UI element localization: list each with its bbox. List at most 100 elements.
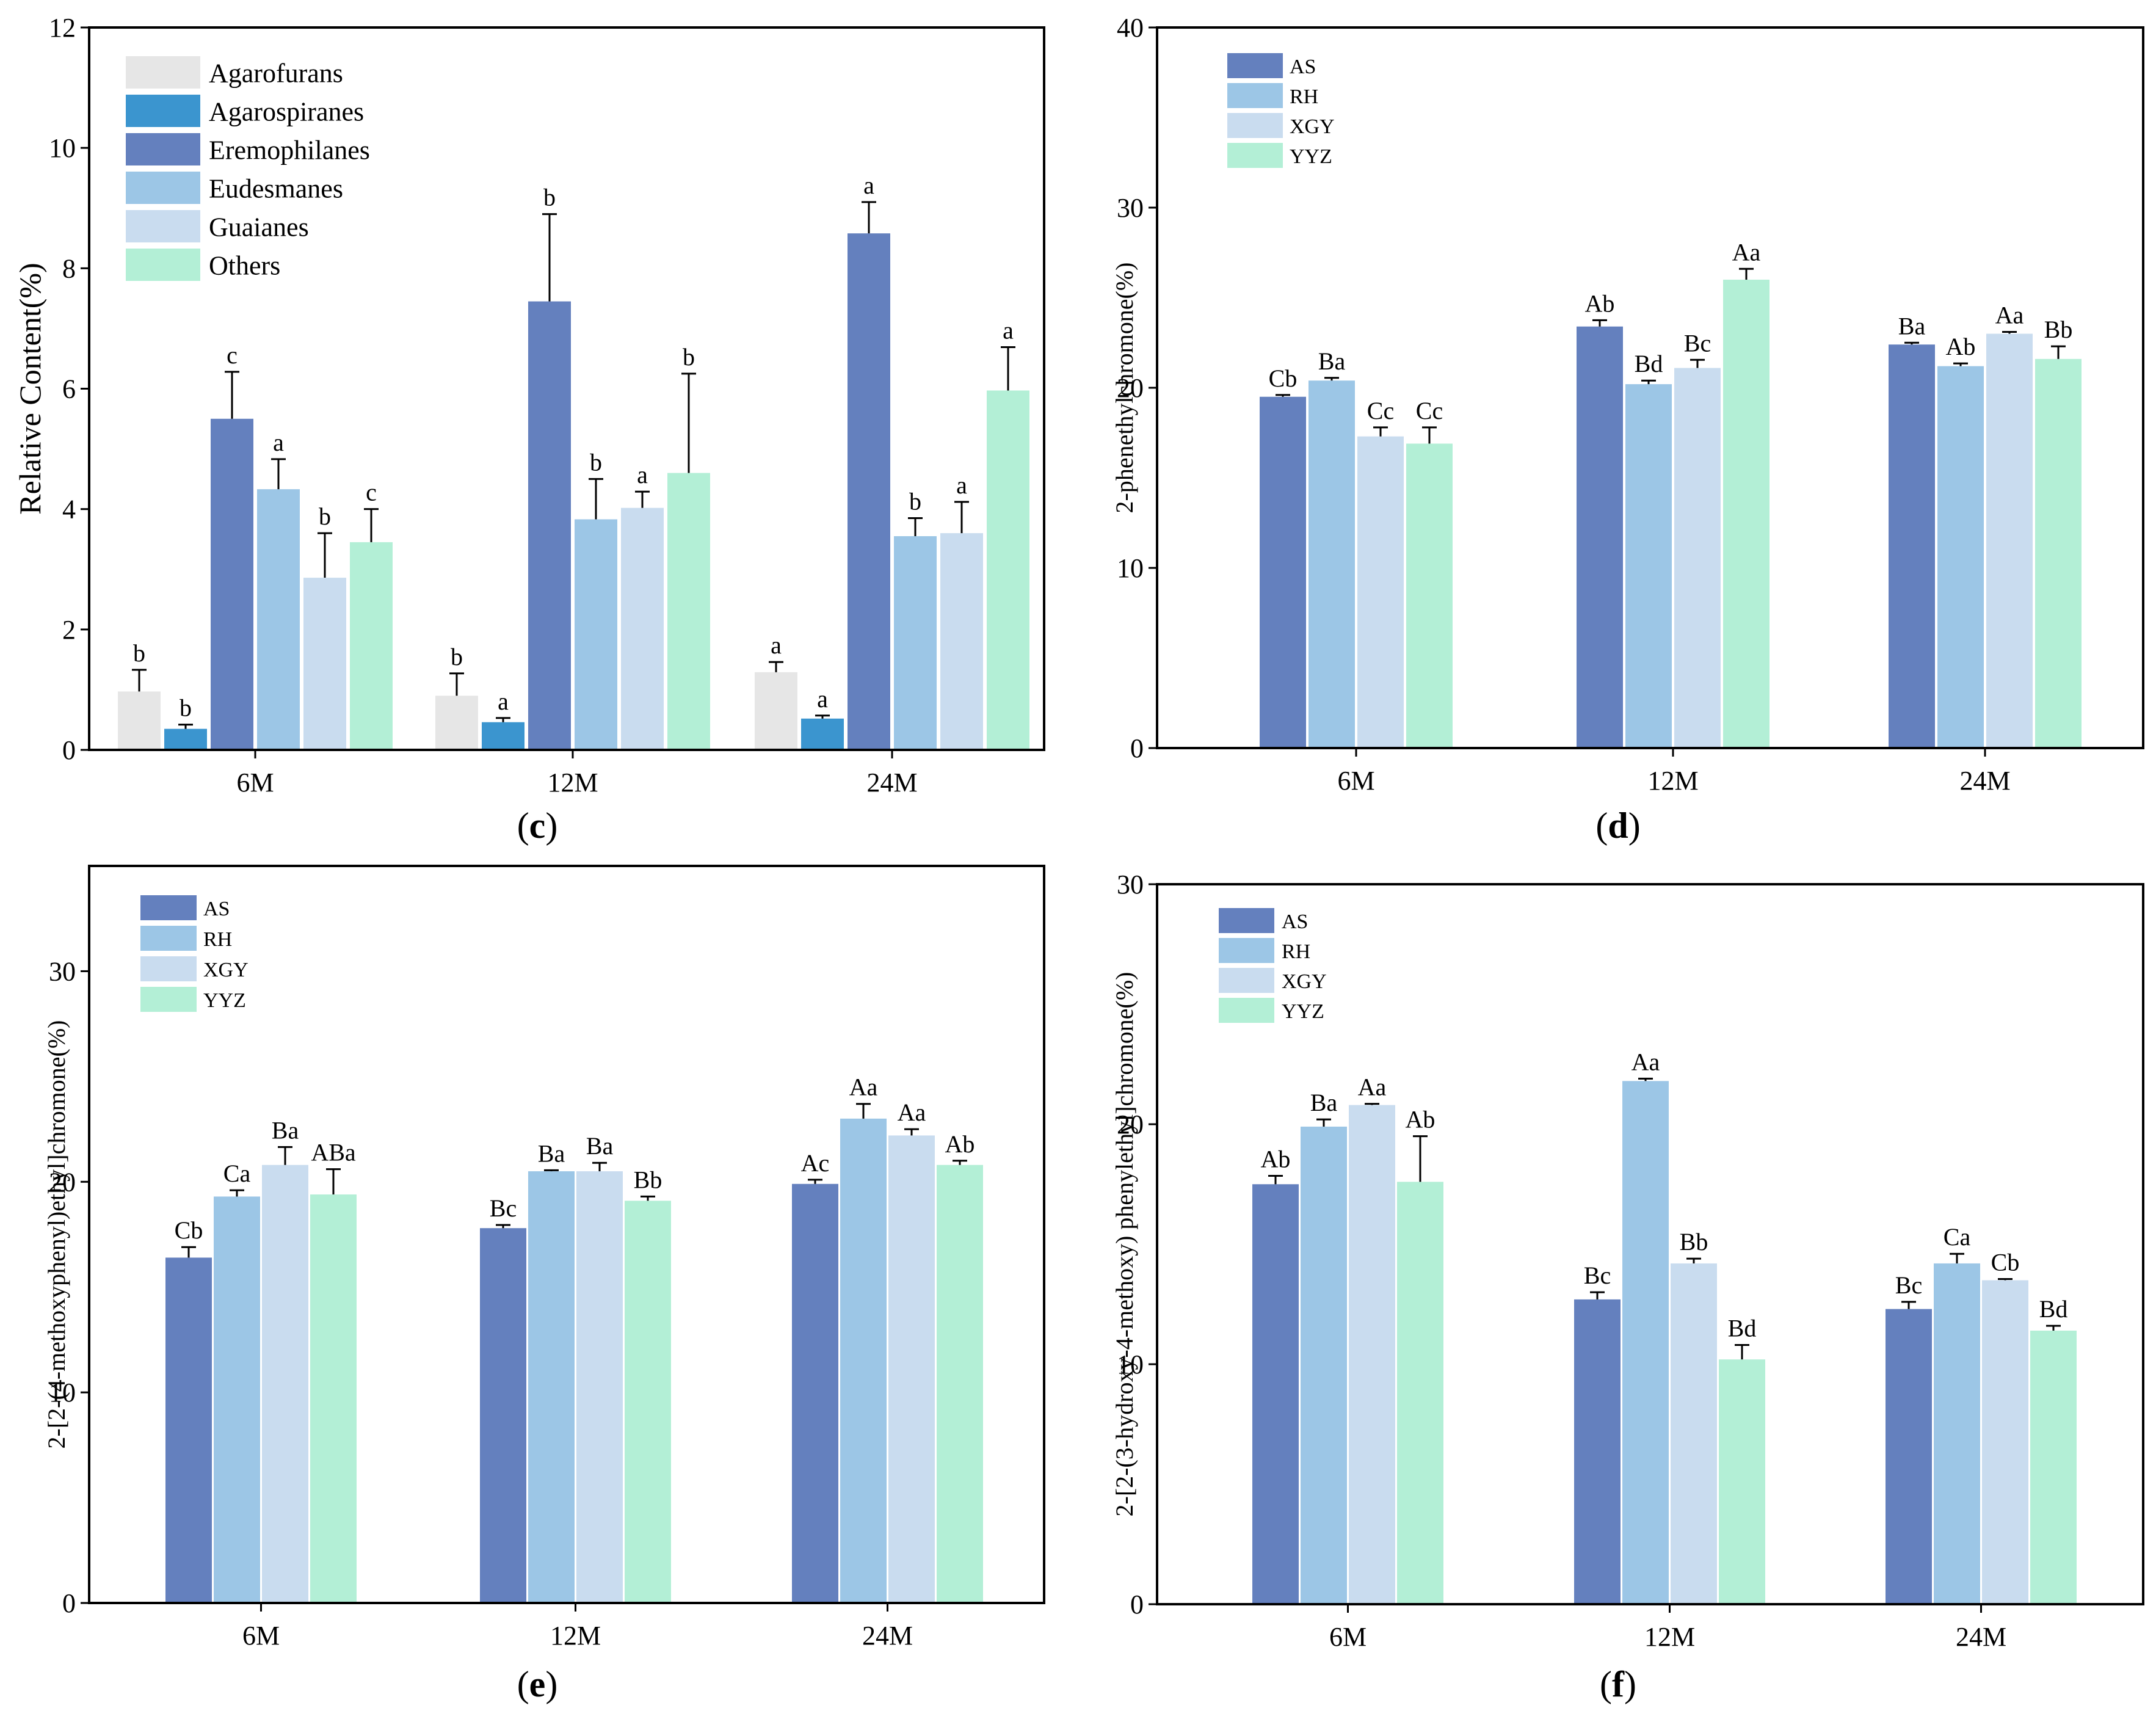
bar-eudesmanes-12m — [575, 519, 617, 750]
legend-swatch-xgy — [140, 956, 197, 981]
bar-eremophilanes-12m — [528, 301, 571, 750]
bar-yyz-12m — [1723, 280, 1769, 748]
legend-label-yyz: YYZ — [203, 989, 246, 1012]
bar-agarofurans-6m — [118, 691, 161, 750]
y-tick-label: 30 — [1117, 193, 1144, 223]
y-tick-label: 12 — [49, 13, 76, 43]
significance-label: b — [543, 184, 556, 211]
x-tick-label: 6M — [1337, 766, 1374, 796]
legend-swatch-others — [126, 249, 200, 281]
x-tick-label: 24M — [862, 1621, 913, 1651]
legend-label-xgy: XGY — [1290, 115, 1335, 138]
bar-yyz-24m — [2035, 358, 2082, 748]
significance-label: Bd — [1635, 350, 1663, 377]
significance-label: Ba — [586, 1132, 614, 1160]
y-tick-label: 0 — [1130, 733, 1144, 763]
legend-label-rh: RH — [203, 928, 232, 951]
bar-others-24m — [987, 390, 1029, 750]
panel-label: (c) — [517, 805, 558, 846]
bar-as-24m — [792, 1183, 838, 1603]
significance-label: Ba — [538, 1139, 565, 1167]
legend: AS RH XGY YYZ — [140, 895, 249, 1012]
significance-label: Cb — [175, 1216, 203, 1244]
legend-label-as: AS — [1290, 56, 1316, 78]
significance-label: Aa — [1995, 302, 2024, 329]
legend-label-yyz: YYZ — [1290, 145, 1332, 168]
panel-label: (f) — [1600, 1664, 1636, 1704]
y-axis-label: 2-[2-(3-hydroxy-4-methoxy) phenylethyl]c… — [1111, 972, 1138, 1517]
bar-yyz-12m — [1719, 1359, 1765, 1604]
y-tick-label: 10 — [49, 1378, 76, 1408]
legend-label-rh: RH — [1282, 940, 1310, 963]
significance-label: Ab — [1946, 333, 1976, 360]
bar-eremophilanes-6m — [211, 418, 253, 750]
legend-swatch-xgy — [1227, 113, 1283, 138]
significance-label: a — [956, 471, 967, 499]
y-tick-label: 0 — [62, 735, 76, 765]
x-tick-label: 12M — [1644, 1622, 1695, 1652]
legend-swatch-agarospiranes — [126, 95, 200, 127]
bar-yyz-12m — [625, 1201, 671, 1603]
y-tick-label: 4 — [62, 495, 76, 525]
bar-rh-6m — [1308, 380, 1355, 748]
bar-yyz-24m — [2030, 1330, 2077, 1604]
y-tick-label: 30 — [49, 956, 76, 986]
significance-label: a — [817, 685, 828, 713]
significance-label: Aa — [898, 1099, 926, 1126]
legend-swatch-agarofurans — [126, 56, 200, 89]
significance-label: Cc — [1367, 397, 1394, 424]
y-tick-label: 20 — [1117, 1110, 1144, 1139]
panel-label: (d) — [1595, 805, 1640, 846]
bar-yyz-6m — [310, 1194, 357, 1603]
bar-xgy-6m — [262, 1165, 308, 1603]
significance-label: b — [590, 448, 602, 476]
significance-label: Bc — [1895, 1271, 1922, 1299]
bar-rh-12m — [528, 1171, 575, 1603]
panel-d: Cb Ab Ba Ba Bd Ab Cc Bc Aa Cc Aa Bb 0 10 20 30 40 6M 12M 24… — [1111, 13, 2144, 846]
significance-label: Ab — [945, 1130, 975, 1158]
bar-as-6m — [1252, 1184, 1299, 1604]
bar-xgy-12m — [1674, 368, 1721, 748]
y-axis-label: 2-phenethylchromone(%) — [1111, 263, 1138, 514]
legend-label-agarofurans: Agarofurans — [209, 58, 343, 88]
significance-label: Bb — [634, 1166, 662, 1193]
bar-guaianes-24m — [940, 533, 983, 750]
y-axis-label: 2-[2-(4-methoxyphenyl)ethyl]chromone(%) — [43, 1020, 70, 1449]
y-tick-label: 40 — [1117, 13, 1144, 43]
bar-as-12m — [1574, 1299, 1621, 1604]
significance-label: a — [498, 688, 509, 715]
significance-label: Cc — [1416, 397, 1443, 424]
significance-label: Ba — [1310, 1089, 1338, 1116]
bar-yyz-6m — [1406, 443, 1453, 748]
significance-label: Aa — [1358, 1074, 1387, 1101]
significance-label: Ba — [1898, 312, 1926, 340]
legend-label-eudesmanes: Eudesmanes — [209, 173, 343, 203]
panel-c: b b a b a a c b a a b b b a a c b a 0 2 4 6 8 10 12 6M 12M 24M Relat… — [13, 13, 1045, 846]
significance-label: a — [863, 172, 874, 199]
significance-label: a — [771, 631, 782, 659]
legend: AS RH XGY YYZ — [1219, 908, 1327, 1023]
significance-label: a — [1003, 316, 1014, 344]
significance-label: b — [133, 639, 145, 667]
bar-eudesmanes-24m — [894, 536, 937, 750]
significance-label: Ba — [272, 1116, 299, 1144]
legend-label-guaianes: Guaianes — [209, 212, 309, 242]
bar-rh-6m — [1301, 1126, 1347, 1604]
legend-swatch-as — [140, 895, 197, 920]
legend-swatch-as — [1227, 53, 1283, 78]
significance-label: a — [273, 429, 284, 456]
legend-label-rh: RH — [1290, 85, 1318, 108]
bar-eudesmanes-6m — [257, 489, 300, 750]
significance-label: Bc — [1584, 1262, 1611, 1289]
bar-as-12m — [480, 1228, 526, 1603]
bar-xgy-24m — [1986, 333, 2033, 748]
bar-xgy-24m — [1982, 1280, 2028, 1604]
significance-label: Bb — [2044, 316, 2073, 343]
significance-label: Ba — [1318, 347, 1346, 375]
bar-rh-6m — [214, 1196, 260, 1603]
bar-rh-12m — [1622, 1081, 1669, 1604]
significance-label: a — [637, 461, 648, 489]
y-tick-label: 2 — [62, 615, 76, 645]
bar-as-6m — [1260, 396, 1306, 748]
